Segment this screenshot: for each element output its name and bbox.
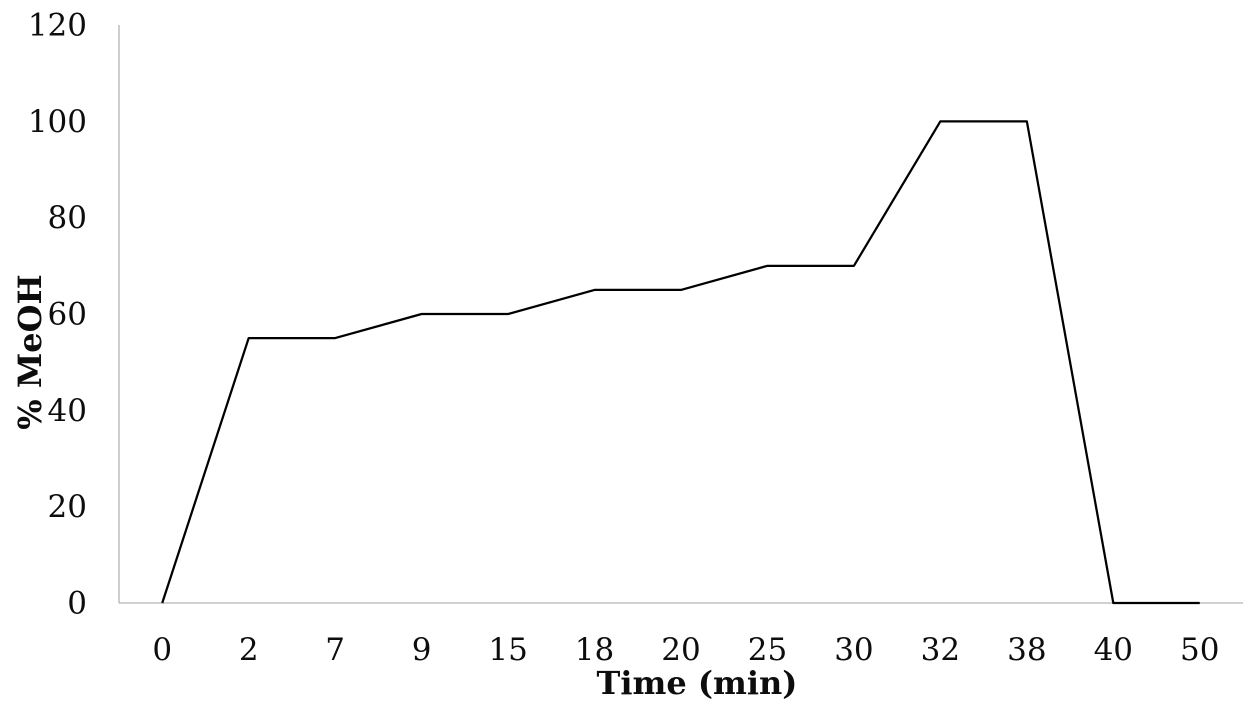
- y-tick-label: 40: [48, 393, 87, 429]
- x-tick-label: 25: [748, 632, 787, 668]
- x-axis-tick-labels: 0 2 7 9 15 18 20 25 30 32 38 40 50: [152, 632, 1219, 668]
- x-tick-label: 30: [834, 632, 873, 668]
- y-tick-label: 80: [48, 200, 87, 236]
- x-tick-label: 15: [488, 632, 527, 668]
- y-axis-title: % MeOH: [11, 274, 49, 429]
- y-tick-label: 100: [28, 104, 87, 140]
- x-tick-label: 38: [1007, 632, 1046, 668]
- y-tick-label: 120: [28, 8, 87, 44]
- x-axis-title: Time (min): [597, 664, 798, 702]
- x-tick-label: 2: [239, 632, 259, 668]
- x-tick-label: 0: [152, 632, 172, 668]
- x-tick-label: 9: [412, 632, 432, 668]
- y-tick-label: 20: [48, 489, 87, 525]
- y-axis-tick-labels: 0 20 40 60 80 100 120: [28, 8, 87, 622]
- x-tick-label: 32: [921, 632, 960, 668]
- meoh-gradient-line: [161, 120, 1200, 605]
- x-tick-label: 7: [325, 632, 345, 668]
- y-tick-label: 60: [48, 297, 87, 333]
- x-tick-label: 18: [575, 632, 614, 668]
- x-tick-label: 20: [661, 632, 700, 668]
- x-tick-label: 50: [1180, 632, 1219, 668]
- y-tick-label: 0: [67, 586, 87, 622]
- x-tick-label: 40: [1094, 632, 1133, 668]
